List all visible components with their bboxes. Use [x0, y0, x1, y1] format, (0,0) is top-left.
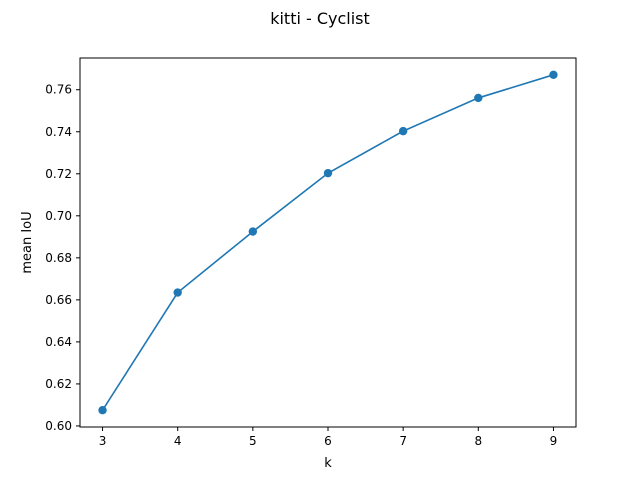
- data-point: [398, 126, 408, 136]
- x-tick-label: 8: [474, 434, 482, 448]
- data-point: [549, 70, 558, 80]
- plot-area-frame: [79, 57, 577, 428]
- chart-title: kitti - Cyclist: [270, 9, 370, 28]
- series-line: [101, 74, 554, 411]
- data-point: [474, 93, 483, 103]
- data-point: [173, 288, 182, 297]
- x-tick-label: 5: [249, 434, 257, 448]
- x-tick-label: 7: [399, 434, 407, 448]
- x-tick-label: 6: [324, 434, 332, 448]
- data-point: [248, 227, 258, 236]
- data-point: [98, 405, 107, 415]
- x-tick-label: 3: [99, 434, 107, 448]
- y-tick-label: 0.74: [45, 125, 72, 139]
- y-tick-label: 0.62: [45, 377, 72, 391]
- x-tick-label: 4: [174, 434, 182, 448]
- y-tick-label: 0.64: [45, 335, 72, 349]
- y-axis-ticks: 0.60 0.62 0.64 0.66 0.68 0.70 0.72 0.74 0.76: [45, 83, 80, 433]
- y-tick-label: 0.70: [45, 209, 72, 223]
- y-tick-label: 0.60: [45, 419, 72, 433]
- data-points: [98, 70, 558, 415]
- y-axis-label: mean IoU: [20, 211, 35, 273]
- x-tick-label: 9: [550, 434, 558, 448]
- x-axis-ticks: 3 4 5 6 7 8 9: [99, 427, 558, 448]
- x-axis-label: k: [324, 456, 332, 471]
- y-tick-label: 0.66: [45, 293, 72, 307]
- data-point: [323, 168, 333, 178]
- y-tick-label: 0.68: [45, 251, 72, 265]
- y-tick-label: 0.76: [45, 83, 72, 97]
- y-tick-label: 0.72: [45, 167, 72, 181]
